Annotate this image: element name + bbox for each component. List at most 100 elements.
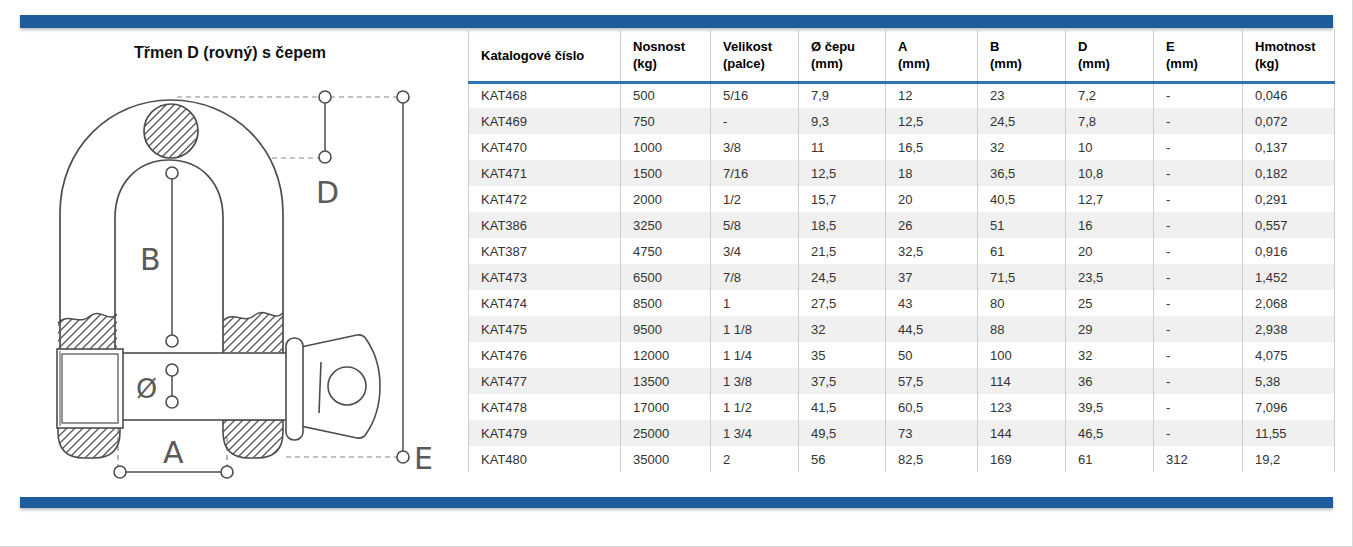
cell: 144	[978, 420, 1066, 446]
cell: 1 3/8	[711, 368, 799, 394]
cell: 6500	[621, 264, 711, 290]
cell: KAT477	[469, 368, 621, 394]
cell: 20	[1066, 238, 1154, 264]
column-header: Velikost(palce)	[711, 30, 799, 82]
product-sheet: Třmen D (rovný) s čepem	[0, 0, 1353, 547]
cell: -	[1154, 264, 1243, 290]
cell: 12,5	[886, 108, 978, 134]
cell: 3/4	[711, 238, 799, 264]
cell: 0,291	[1243, 186, 1335, 212]
cell: 1 3/4	[711, 420, 799, 446]
cell: -	[1154, 394, 1243, 420]
cell: KAT387	[469, 238, 621, 264]
table-row: KAT478170001 1/241,560,512339,5-7,096	[469, 394, 1335, 420]
cell: 40,5	[978, 186, 1066, 212]
table-row: KAT38747503/421,532,56120-0,916	[469, 238, 1335, 264]
column-header: E(mm)	[1154, 30, 1243, 82]
cell: 73	[886, 420, 978, 446]
cell: -	[1154, 82, 1243, 108]
cell: KAT468	[469, 82, 621, 108]
cell: 0,072	[1243, 108, 1335, 134]
cell: 26	[886, 212, 978, 238]
cell: 7,8	[1066, 108, 1154, 134]
column-header: Katalogové číslo	[469, 30, 621, 82]
cell: 9,3	[799, 108, 886, 134]
cell: 0,916	[1243, 238, 1335, 264]
table-row: KAT47220001/215,72040,512,7-0,291	[469, 186, 1335, 212]
cell: 57,5	[886, 368, 978, 394]
cell: 27,5	[799, 290, 886, 316]
cell: 35000	[621, 446, 711, 472]
cell: 10	[1066, 134, 1154, 160]
cell: 35	[799, 342, 886, 368]
cell: -	[1154, 316, 1243, 342]
cell: KAT471	[469, 160, 621, 186]
cell: KAT480	[469, 446, 621, 472]
cell: 7,9	[799, 82, 886, 108]
cell: 23	[978, 82, 1066, 108]
cell: 32	[799, 316, 886, 342]
cell: 41,5	[799, 394, 886, 420]
cell: 0,046	[1243, 82, 1335, 108]
table-row: KAT4803500025682,51696131219,2	[469, 446, 1335, 472]
cell: 2000	[621, 186, 711, 212]
cell: 5,38	[1243, 368, 1335, 394]
bow-section-circle	[144, 104, 198, 158]
cell: 1 1/4	[711, 342, 799, 368]
cell: 12	[886, 82, 978, 108]
cell: 21,5	[799, 238, 886, 264]
cell: 49,5	[799, 420, 886, 446]
cell: KAT469	[469, 108, 621, 134]
spec-table: Katalogové čísloNosnost(kg)Velikost(palc…	[468, 30, 1335, 472]
cell: -	[1154, 368, 1243, 394]
cell: KAT470	[469, 134, 621, 160]
cell: 1,452	[1243, 264, 1335, 290]
cell: -	[711, 108, 799, 134]
cell: 46,5	[1066, 420, 1154, 446]
column-header: D(mm)	[1066, 30, 1154, 82]
column-header: A(mm)	[886, 30, 978, 82]
cell: 5/16	[711, 82, 799, 108]
cell: 20	[886, 186, 978, 212]
cell: 1000	[621, 134, 711, 160]
cell: 4750	[621, 238, 711, 264]
cell: 2	[711, 446, 799, 472]
cell: 1 1/8	[711, 316, 799, 342]
cell: 0,182	[1243, 160, 1335, 186]
cell: 44,5	[886, 316, 978, 342]
cell: 32	[978, 134, 1066, 160]
table-row: KAT479250001 3/449,57314446,5-11,55	[469, 420, 1335, 446]
cell: -	[1154, 342, 1243, 368]
pin-eye-head	[286, 335, 380, 440]
dim-label-d: D	[316, 175, 339, 210]
cell: 12,5	[799, 160, 886, 186]
cell: KAT478	[469, 394, 621, 420]
cell: KAT476	[469, 342, 621, 368]
cell: 100	[978, 342, 1066, 368]
cell: 12,7	[1066, 186, 1154, 212]
cell: 7/8	[711, 264, 799, 290]
table-row: KAT47010003/81116,53210-0,137	[469, 134, 1335, 160]
cell: 56	[799, 446, 886, 472]
cell: 25	[1066, 290, 1154, 316]
dim-label-b: B	[140, 242, 161, 277]
cell: 50	[886, 342, 978, 368]
dim-label-a: A	[163, 435, 184, 470]
cell: -	[1154, 420, 1243, 446]
bottom-accent-bar	[20, 497, 1333, 508]
column-header: B(mm)	[978, 30, 1066, 82]
shackle-diagram: D B Ø A E	[10, 85, 450, 485]
cell: 24,5	[799, 264, 886, 290]
cell: 60,5	[886, 394, 978, 420]
table-row: KAT4685005/167,912237,2-0,046	[469, 82, 1335, 108]
column-header: Ø čepu(mm)	[799, 30, 886, 82]
cell: 8500	[621, 290, 711, 316]
cell: 51	[978, 212, 1066, 238]
cell: 61	[1066, 446, 1154, 472]
cell: -	[1154, 290, 1243, 316]
cell: 1/2	[711, 186, 799, 212]
cell: 88	[978, 316, 1066, 342]
cell: 2,938	[1243, 316, 1335, 342]
cell: 12000	[621, 342, 711, 368]
cell: 32,5	[886, 238, 978, 264]
